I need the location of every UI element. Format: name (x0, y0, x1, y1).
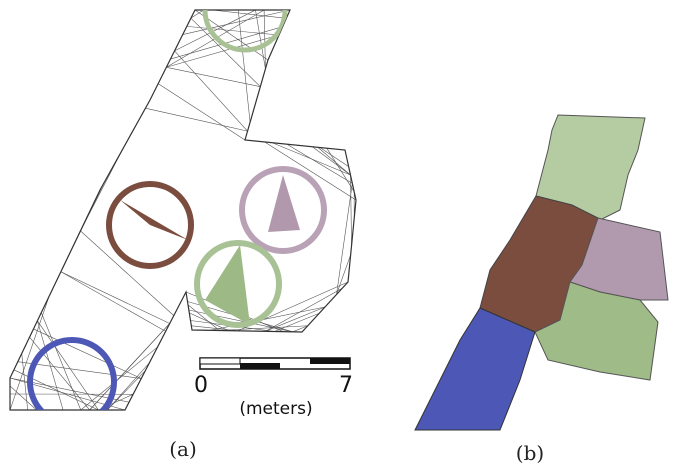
mesh-edge (158, 302, 188, 348)
scale-unit: (meters) (239, 399, 312, 419)
panel-label: (b) (516, 441, 544, 465)
scale-bar-segment (310, 358, 350, 364)
mesh-edge (253, 18, 287, 113)
mesh-edge (255, 104, 348, 166)
panel-label: (a) (169, 437, 197, 461)
mesh-edge (61, 272, 170, 324)
scale-bar (200, 358, 350, 369)
brown-sector (120, 200, 188, 240)
scale-end: 7 (339, 373, 353, 398)
mesh-edge (253, 113, 336, 149)
mesh-edge (263, 78, 309, 147)
mesh-edge (327, 148, 354, 191)
mesh-edge (238, 10, 250, 122)
figure: 0 7 (meters) (a) (b) (0, 0, 684, 469)
mesh-edge (283, 27, 291, 145)
mesh-edge (90, 323, 170, 410)
mesh-edge (351, 175, 352, 246)
mesh-edge (158, 84, 245, 140)
mesh-edge (248, 131, 345, 150)
mesh-edge (30, 337, 90, 410)
scale-start: 0 (194, 373, 208, 398)
panel-a: 0 7 (meters) (a) (10, 0, 356, 461)
blue-circle (30, 340, 114, 424)
panel-b: (b) (415, 115, 668, 465)
blue-region (415, 308, 535, 430)
scale-bar-segment (200, 358, 240, 364)
mesh-edge (255, 104, 350, 175)
mesh-edge (212, 10, 286, 18)
mesh-edge (253, 113, 327, 148)
mesh-edge (175, 10, 256, 51)
mesh-edge (275, 43, 336, 149)
mesh-edge (41, 313, 80, 410)
mesh-edge (191, 18, 260, 86)
mesh-edge (166, 35, 279, 67)
pink-sector (268, 175, 300, 232)
mesh-edge (125, 330, 201, 410)
scale-bar-segment (240, 363, 280, 369)
mesh-edge (268, 60, 318, 147)
mesh-edge (145, 108, 247, 131)
mesh-edge (166, 67, 260, 86)
triangulation-mesh (10, 10, 356, 410)
strip-outline (10, 10, 356, 410)
mesh-edge (279, 35, 336, 149)
mesh-edge (14, 370, 99, 410)
mesh-edge (337, 183, 353, 294)
mesh-edge (61, 272, 166, 332)
